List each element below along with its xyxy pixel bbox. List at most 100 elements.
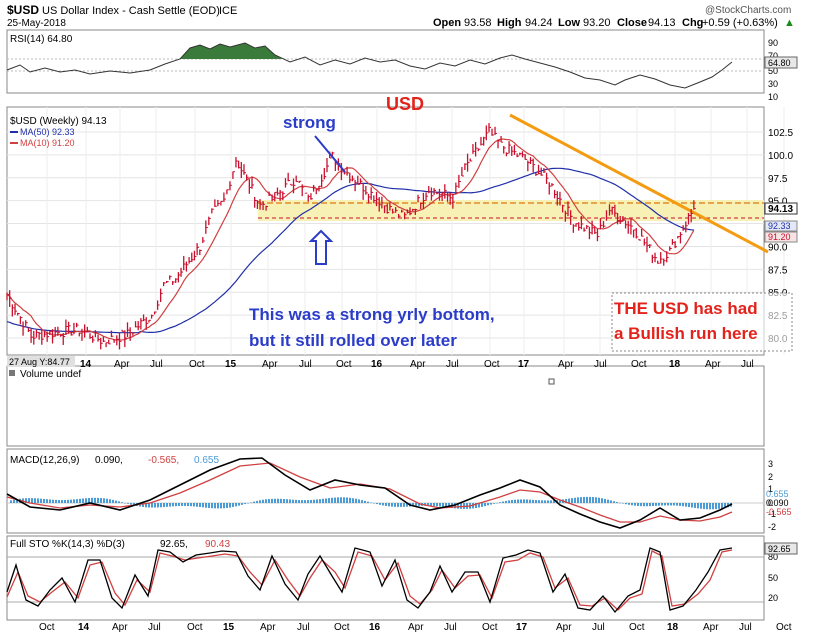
- macd-label: MACD(12,26,9): [10, 455, 79, 466]
- macd-hist-bar: [493, 503, 495, 504]
- macd-hist-bar: [169, 503, 171, 507]
- macd-hist-bar: [127, 503, 129, 504]
- macd-hist-bar: [10, 500, 12, 503]
- bottom-x-label: Jul: [148, 622, 161, 633]
- ohlc-summary: Open 93.58 High 94.24 Low 93.20 Close 94…: [433, 17, 795, 29]
- macd-hist-bar: [85, 498, 87, 503]
- macd-hist-bar: [103, 498, 105, 503]
- macd-hist-bar: [724, 503, 726, 508]
- macd-hist-bar: [334, 497, 336, 503]
- price-x-label: Oct: [631, 359, 647, 370]
- macd-hist-bar: [655, 503, 657, 506]
- macd-hist-bar: [49, 499, 51, 503]
- macd-hist-bar: [541, 500, 543, 503]
- macd-hist-bar: [640, 503, 642, 507]
- macd-hist-bar: [652, 503, 654, 507]
- macd-hist-bar: [430, 503, 432, 506]
- sto-tick: 80: [768, 552, 778, 562]
- bottom-x-label: Oct: [629, 622, 645, 633]
- rsi-tick: 90: [768, 38, 778, 48]
- macd-hist-bar: [58, 499, 60, 503]
- macd-value: 0.090,: [95, 455, 123, 466]
- macd-hist-value: 0.655: [194, 455, 219, 466]
- sto-ticks: 80 50 20: [768, 552, 778, 603]
- macd-hist-bar: [277, 498, 279, 503]
- macd-hist-bar: [616, 501, 618, 503]
- macd-hist-bar: [697, 503, 699, 509]
- macd-hist-bar: [202, 503, 204, 508]
- macd-hist-bar: [34, 498, 36, 503]
- macd-hist-bar: [382, 503, 384, 506]
- macd-hist-bar: [325, 498, 327, 503]
- macd-hist-bar: [193, 503, 195, 507]
- bottom-x-label: 15: [223, 622, 235, 633]
- macd-hist-bar: [643, 503, 645, 507]
- macd-hist-bar: [436, 503, 438, 507]
- macd-hist-bar: [67, 499, 69, 503]
- macd-hist-bar: [637, 503, 639, 506]
- macd-hist-bar: [328, 498, 330, 503]
- macd-hist-bar: [370, 502, 372, 504]
- macd-hist-bar: [352, 498, 354, 503]
- macd-hist-bar: [388, 503, 390, 507]
- price-x-label: Jul: [446, 359, 459, 370]
- macd-hist-bar: [340, 497, 342, 503]
- macd-hist-bar: [319, 499, 321, 503]
- macd-hist-bar: [400, 503, 402, 507]
- macd-hist-bar: [460, 503, 462, 509]
- price-y-tick: 97.5: [768, 174, 788, 185]
- macd-hist-bar: [112, 499, 114, 503]
- price-x-label: 17: [518, 359, 530, 370]
- macd-line: [6, 457, 733, 529]
- bottom-x-label: Jul: [297, 622, 310, 633]
- up-arrow-icon: [308, 229, 334, 265]
- macd-hist-bar: [64, 499, 66, 503]
- macd-hist-bar: [163, 503, 165, 508]
- bottom-annotation-line1: This was a strong yrly bottom,: [249, 305, 495, 324]
- macd-hist-bar: [181, 503, 183, 506]
- macd-hist-bar: [685, 503, 687, 507]
- symbol: $USD: [7, 3, 39, 17]
- macd-hist-bar: [553, 500, 555, 503]
- bottom-x-label: Oct: [39, 622, 55, 633]
- sto-badge: [764, 542, 798, 555]
- strong-annotation: strong: [283, 113, 336, 132]
- macd-hist-bar: [187, 503, 189, 507]
- macd-hist-bar: [565, 498, 567, 503]
- macd-hist-bar: [160, 503, 162, 508]
- macd-hist-bar: [229, 503, 231, 508]
- bottom-x-label: Apr: [408, 622, 424, 633]
- macd-hist-bar: [55, 499, 57, 503]
- close-label: Close: [617, 17, 647, 29]
- price-last-badge-text: 94.13: [768, 204, 793, 215]
- macd-hist-bar: [295, 499, 297, 503]
- macd-hist-bar: [481, 503, 483, 507]
- sto-badge-text: 92.65: [768, 544, 791, 554]
- macd-hist-bar: [715, 503, 717, 510]
- bottom-annotation-line2: but it still rolled over later: [249, 331, 457, 350]
- macd-hist-bar: [232, 503, 234, 508]
- bottom-x-label: Apr: [703, 622, 719, 633]
- macd-hist-bar: [673, 503, 675, 506]
- macd-hist-bar: [550, 500, 552, 503]
- macd-hist-bar: [529, 499, 531, 503]
- macd-hist-bar: [718, 503, 720, 509]
- macd-hist-bar: [268, 499, 270, 503]
- macd-hist-bar: [313, 499, 315, 503]
- macd-hist-bar: [130, 503, 132, 505]
- bottom-x-label: Oct: [187, 622, 203, 633]
- macd-hist-bar: [442, 503, 444, 507]
- macd-hist-bar: [373, 503, 375, 504]
- macd-hist-bar: [700, 503, 702, 509]
- macd-hist-bar: [613, 501, 615, 503]
- macd-hist-bar: [571, 498, 573, 503]
- macd-hist-bar: [184, 503, 186, 506]
- price-x-labels: 14 Apr Jul Oct 15 Apr Jul Oct 16 Apr Jul Oct 17 Apr Ju…: [80, 359, 754, 370]
- close-value: 94.13: [648, 17, 676, 29]
- low-label: Low: [558, 17, 580, 29]
- macd-hist-bar: [31, 498, 33, 503]
- sto-k-line: [6, 547, 733, 614]
- macd-tick: -1: [768, 509, 776, 519]
- macd-hist-bar: [298, 500, 300, 503]
- macd-hist-bar: [583, 496, 585, 503]
